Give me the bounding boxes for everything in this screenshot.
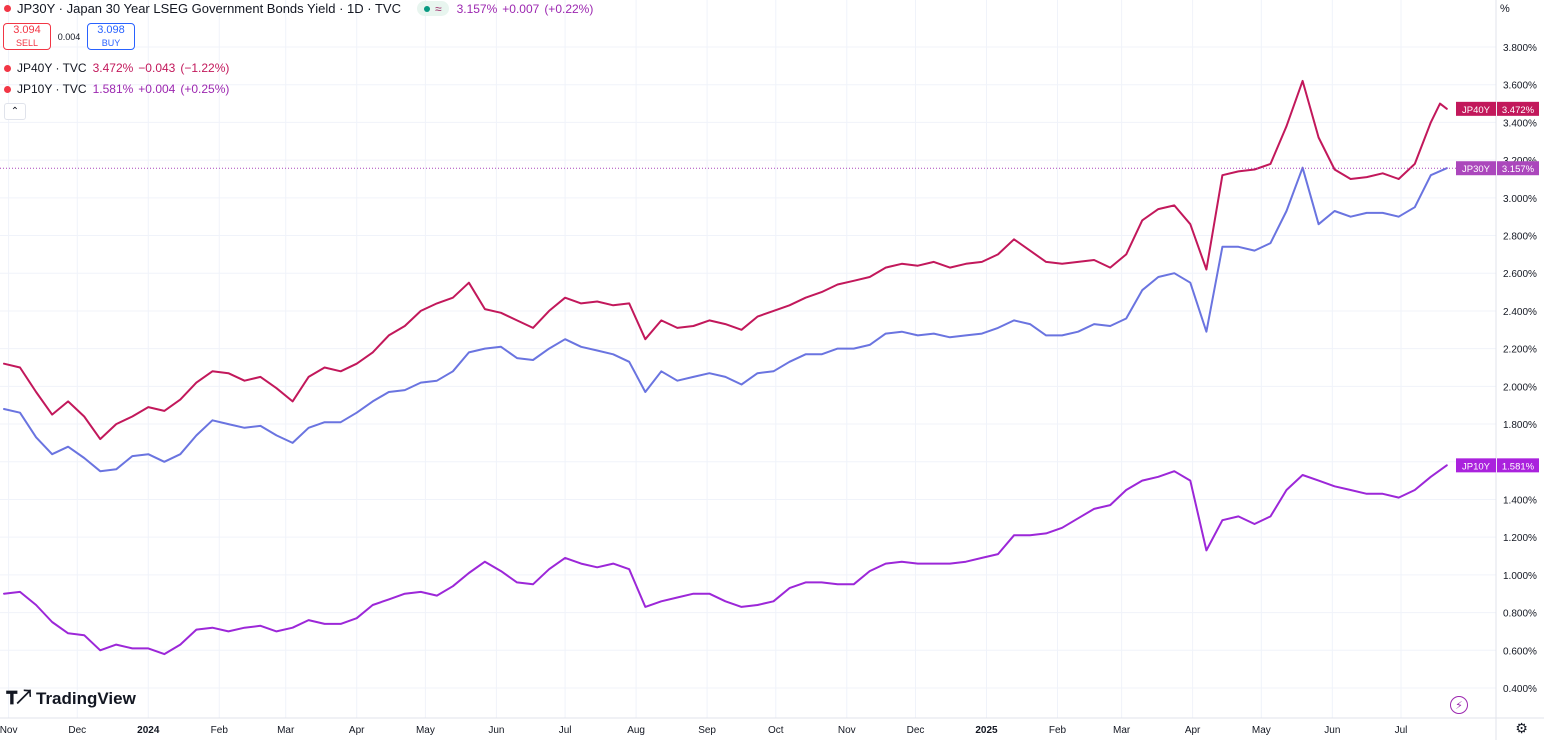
legend-change-percent: (−1.22%): [180, 61, 230, 75]
x-tick-label: Jul: [559, 725, 572, 736]
legend-change: −0.043: [138, 61, 176, 75]
buy-price: 3.098: [97, 23, 125, 36]
legend-value: 1.581%: [92, 82, 134, 96]
x-tick-label: Oct: [768, 725, 784, 736]
x-tick-label: Aug: [627, 725, 645, 736]
x-tick-label: Apr: [1185, 725, 1201, 736]
legend-name: JP40Y · TVC: [17, 61, 87, 75]
y-tick-label: 1.800%: [1503, 420, 1537, 431]
chart-title: JP30Y · Japan 30 Year LSEG Government Bo…: [17, 1, 401, 16]
buy-label: BUY: [101, 37, 121, 48]
y-tick-label: 2.600%: [1503, 269, 1537, 280]
symbol-status-icon: [4, 64, 11, 72]
price-tag-jp40y: JP40Y 3.472%: [1456, 101, 1539, 116]
legend-jp10y[interactable]: JP10Y · TVC 1.581% +0.004 (+0.25%): [4, 82, 234, 96]
buy-button[interactable]: 3.098 BUY: [87, 23, 135, 50]
series-line-jp10y: [3, 464, 1448, 656]
x-tick-label: Nov: [0, 725, 17, 736]
change-value: +0.007: [502, 1, 540, 16]
price-tag-name: JP10Y: [1462, 461, 1491, 472]
x-tick-label: Dec: [68, 725, 86, 736]
x-tick-label: Jun: [488, 725, 504, 736]
brand-name: TradingView: [36, 688, 136, 708]
gear-icon[interactable]: ⚙: [1515, 720, 1528, 736]
x-tick-label: 2025: [975, 725, 998, 736]
x-tick-label: Apr: [349, 725, 365, 736]
legend-change-percent: (+0.25%): [180, 82, 230, 96]
x-tick-label: 2024: [137, 725, 160, 736]
price-tag-name-bg: [1456, 458, 1496, 473]
price-tag-value-bg: [1497, 458, 1539, 473]
series-line-jp40y: [3, 79, 1448, 441]
price-tags: JP40Y 3.472% JP30Y 3.157% JP10Y 1.581%: [1456, 101, 1539, 473]
y-tick-label: 2.000%: [1503, 382, 1537, 393]
tradingview-logo[interactable]: 𝐓↗ TradingView: [6, 688, 136, 709]
y-tick-label: 2.400%: [1503, 307, 1537, 318]
price-tag-value: 1.581%: [1502, 461, 1535, 472]
x-tick-label: May: [1252, 725, 1271, 736]
spread-value: 0.004: [57, 31, 81, 42]
legend-jp40y[interactable]: JP40Y · TVC 3.472% −0.043 (−1.22%): [4, 61, 234, 75]
price-tag-jp30y: JP30Y 3.157%: [1456, 161, 1539, 176]
axis-unit-label: %: [1500, 3, 1510, 15]
market-open-icon: [423, 5, 430, 12]
series-line-jp30y: [3, 166, 1448, 473]
y-tick-label: 3.600%: [1503, 81, 1537, 92]
y-tick-label: 0.600%: [1503, 646, 1537, 657]
market-status-pill[interactable]: ≈: [416, 1, 449, 16]
sell-price: 3.094: [13, 23, 41, 36]
price-tag-name: JP40Y: [1462, 105, 1491, 116]
y-tick-label: 2.800%: [1503, 232, 1537, 243]
legend-change: +0.004: [138, 82, 176, 96]
approx-icon: ≈: [434, 1, 442, 16]
last-value: 3.157%: [456, 1, 498, 16]
chevron-up-icon: ⌃: [10, 106, 20, 117]
sell-label: SELL: [15, 37, 39, 48]
y-tick-label: 3.800%: [1503, 43, 1537, 54]
lightning-icon[interactable]: ⚡: [1450, 696, 1468, 714]
x-tick-label: Jul: [1395, 725, 1408, 736]
y-tick-label: 0.800%: [1503, 609, 1537, 620]
time-axis: Nov Dec 2024 Feb Mar Apr May Jun Jul Aug Sep Oct Nov…: [0, 717, 1544, 736]
x-tick-label: Mar: [277, 725, 295, 736]
y-tick-label: 1.400%: [1503, 495, 1537, 506]
x-tick-label: Nov: [838, 725, 856, 736]
collapse-legend-button[interactable]: ⌃: [4, 103, 26, 120]
trade-buttons: 3.094 SELL 0.004 3.098 BUY: [3, 23, 135, 50]
x-tick-label: Feb: [1049, 725, 1067, 736]
x-tick-label: May: [416, 725, 435, 736]
legend-value: 3.472%: [92, 61, 134, 75]
y-tick-label: 1.000%: [1503, 571, 1537, 582]
price-tag-name: JP30Y: [1462, 164, 1491, 175]
chart-lines: [3, 79, 1448, 656]
x-tick-label: Mar: [1113, 725, 1131, 736]
main-legend[interactable]: JP30Y · Japan 30 Year LSEG Government Bo…: [4, 1, 598, 16]
symbol-status-icon: [4, 85, 11, 93]
y-tick-label: 2.200%: [1503, 345, 1537, 356]
price-tag-name-bg: [1456, 161, 1496, 176]
price-tag-value: 3.157%: [1502, 164, 1535, 175]
price-tag-value-bg: [1497, 101, 1539, 116]
change-percent: (+0.22%): [544, 1, 594, 16]
y-tick-label: 3.400%: [1503, 118, 1537, 129]
x-tick-label: Feb: [211, 725, 229, 736]
x-tick-label: Jun: [1324, 725, 1340, 736]
price-tag-value: 3.472%: [1502, 105, 1535, 116]
y-tick-label: 3.000%: [1503, 194, 1537, 205]
tradingview-logo-icon: 𝐓↗: [6, 688, 31, 708]
y-tick-label: 0.400%: [1503, 684, 1537, 695]
x-tick-label: Dec: [907, 725, 925, 736]
legend-name: JP10Y · TVC: [17, 82, 87, 96]
y-tick-label: 1.200%: [1503, 533, 1537, 544]
chart-grid: [0, 0, 1496, 718]
sell-button[interactable]: 3.094 SELL: [3, 23, 51, 50]
price-tag-value-bg: [1497, 161, 1539, 176]
price-tag-name-bg: [1456, 101, 1496, 116]
symbol-status-icon: [4, 5, 11, 12]
price-tag-jp10y: JP10Y 1.581%: [1456, 458, 1539, 473]
x-tick-label: Sep: [698, 725, 716, 736]
